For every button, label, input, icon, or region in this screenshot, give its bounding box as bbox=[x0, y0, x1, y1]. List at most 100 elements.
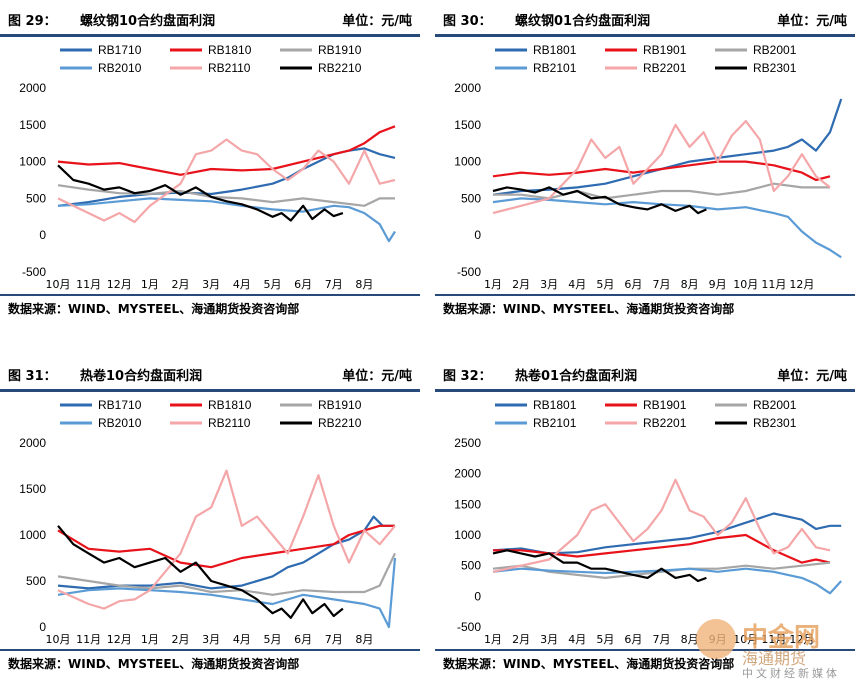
legend-label: RB1801 bbox=[533, 398, 577, 412]
legend-item: RB2201 bbox=[605, 416, 687, 430]
legend-item: RB2101 bbox=[495, 61, 577, 75]
x-tick-label: 1月 bbox=[141, 633, 159, 645]
y-tick-label: 500 bbox=[461, 191, 481, 205]
legend-item: RB1801 bbox=[495, 398, 577, 412]
x-tick-label: 3月 bbox=[202, 278, 220, 290]
series-line-rb1901 bbox=[492, 160, 831, 182]
legend-label: RB1801 bbox=[533, 43, 577, 57]
x-tick-label: 7月 bbox=[653, 278, 671, 290]
legend-label: RB2110 bbox=[208, 61, 251, 75]
legend-label: RB2210 bbox=[318, 61, 362, 75]
legend-label: RB2210 bbox=[318, 416, 362, 430]
chart-header: 图 32： 热卷01合约盘面利润 单位：元/吨 bbox=[435, 355, 855, 389]
y-tick-label: 1000 bbox=[454, 155, 481, 169]
legend-item: RB2110 bbox=[170, 61, 251, 75]
x-tick-label: 5月 bbox=[596, 278, 614, 290]
series-line-rb2110 bbox=[57, 138, 396, 224]
x-tick-label: 12月 bbox=[789, 278, 814, 290]
footer-rule bbox=[435, 649, 855, 651]
x-tick-label: 11月 bbox=[761, 278, 786, 290]
series-line-rb2101 bbox=[492, 567, 843, 595]
series-line-rb1910 bbox=[57, 184, 395, 207]
legend-item: RB1910 bbox=[280, 43, 362, 57]
x-tick-label: 11月 bbox=[76, 278, 101, 290]
series-line-rb1810 bbox=[57, 524, 395, 569]
x-tick-label: 8月 bbox=[681, 278, 699, 290]
legend-label: RB1710 bbox=[98, 43, 142, 57]
legend-label: RB2201 bbox=[643, 61, 687, 75]
watermark-emblem-icon bbox=[696, 619, 736, 659]
watermark-logo: 中金网 海通期货 中文财经新媒体 bbox=[696, 611, 851, 681]
chart-panel-31: 图 31： 热卷10合约盘面利润 单位：元/吨 RB1710 RB1810 RB19… bbox=[0, 355, 420, 685]
y-tick-label: 2000 bbox=[454, 81, 481, 95]
legend-item: RB2210 bbox=[280, 61, 362, 75]
legend-item: RB2001 bbox=[715, 43, 797, 57]
figure-number: 图 30： bbox=[443, 14, 492, 29]
legend-item: RB1910 bbox=[280, 398, 362, 412]
legend-item: RB1810 bbox=[170, 43, 252, 57]
chart-header: 图 30： 螺纹钢01合约盘面利润 单位：元/吨 bbox=[435, 0, 855, 34]
y-tick-label: 2000 bbox=[454, 467, 481, 481]
legend-label: RB2301 bbox=[753, 61, 797, 75]
chart-panel-30: 图 30： 螺纹钢01合约盘面利润 单位：元/吨 RB1801 RB1901 RB2… bbox=[435, 0, 855, 330]
y-tick-label: 0 bbox=[39, 620, 46, 634]
x-tick-label: 10月 bbox=[733, 633, 758, 645]
y-tick-label: 1500 bbox=[454, 497, 481, 511]
x-tick-label: 7月 bbox=[653, 633, 671, 645]
legend-item: RB2301 bbox=[715, 61, 797, 75]
footer-rule bbox=[0, 294, 420, 296]
y-tick-label: 0 bbox=[474, 228, 481, 242]
y-tick-label: 2000 bbox=[19, 81, 46, 95]
x-tick-label: 11月 bbox=[761, 633, 786, 645]
series-line-rb1710 bbox=[57, 515, 395, 590]
legend-label: RB1710 bbox=[98, 398, 142, 412]
chart-title: 热卷01合约盘面利润 bbox=[515, 369, 638, 384]
header-rule bbox=[435, 389, 855, 392]
legend-item: RB2101 bbox=[495, 416, 577, 430]
chart-header: 图 31： 热卷10合约盘面利润 单位：元/吨 bbox=[0, 355, 420, 389]
x-tick-label: 7月 bbox=[325, 278, 343, 290]
chart-unit: 单位：元/吨 bbox=[342, 369, 412, 384]
x-tick-label: 2月 bbox=[172, 633, 190, 645]
chart-unit: 单位：元/吨 bbox=[777, 369, 847, 384]
series-line-rb2210 bbox=[57, 164, 344, 222]
legend-item: RB1901 bbox=[605, 43, 687, 57]
y-tick-label: 1500 bbox=[454, 118, 481, 132]
x-tick-label: 2月 bbox=[512, 633, 530, 645]
watermark-brand: 中金网 bbox=[742, 623, 821, 653]
x-tick-label: 2月 bbox=[172, 278, 190, 290]
line-chart: RB1801 RB1901 RB2001 RB2101 RB2201 RB2301 -500… bbox=[454, 398, 843, 645]
legend-label: RB2001 bbox=[753, 398, 797, 412]
chart-panel-29: 图 29： 螺纹钢10合约盘面利润 单位：元/吨 RB1710 RB1810 RB1… bbox=[0, 0, 420, 330]
y-tick-label: 1000 bbox=[19, 528, 46, 542]
legend-item: RB2110 bbox=[170, 416, 251, 430]
series-line-rb2001 bbox=[492, 561, 831, 579]
x-tick-label: 6月 bbox=[624, 278, 642, 290]
legend-item: RB1810 bbox=[170, 398, 252, 412]
series-line-rb2010 bbox=[57, 557, 397, 629]
y-tick-label: 1000 bbox=[19, 155, 46, 169]
x-tick-label: 8月 bbox=[355, 633, 373, 645]
x-tick-label: 6月 bbox=[624, 633, 642, 645]
x-tick-label: 4月 bbox=[233, 278, 251, 290]
x-tick-label: 4月 bbox=[233, 633, 251, 645]
series-line-rb2201 bbox=[492, 119, 831, 215]
legend-label: RB2101 bbox=[533, 61, 577, 75]
legend-label: RB1910 bbox=[318, 43, 362, 57]
legend-label: RB2001 bbox=[753, 43, 797, 57]
footer-rule bbox=[435, 294, 855, 296]
legend-item: RB1710 bbox=[60, 43, 142, 57]
figure-number: 图 31： bbox=[8, 369, 57, 384]
x-tick-label: 3月 bbox=[202, 633, 220, 645]
y-tick-label: 0 bbox=[474, 589, 481, 603]
series-line-rb1801 bbox=[492, 512, 842, 555]
legend-item: RB2010 bbox=[60, 61, 142, 75]
series-line-rb2301 bbox=[492, 549, 707, 583]
source-note: 数据来源：WIND、MYSTEEL、海通期货投资咨询部 bbox=[443, 657, 735, 671]
line-chart: RB1801 RB1901 RB2001 RB2101 RB2201 RB2301 -500… bbox=[454, 43, 843, 290]
legend-item: RB2001 bbox=[715, 398, 797, 412]
source-note: 数据来源：WIND、MYSTEEL、海通期货投资咨询部 bbox=[8, 657, 300, 671]
x-tick-label: 9月 bbox=[709, 278, 727, 290]
header-rule bbox=[0, 389, 420, 392]
x-tick-label: 3月 bbox=[540, 278, 558, 290]
